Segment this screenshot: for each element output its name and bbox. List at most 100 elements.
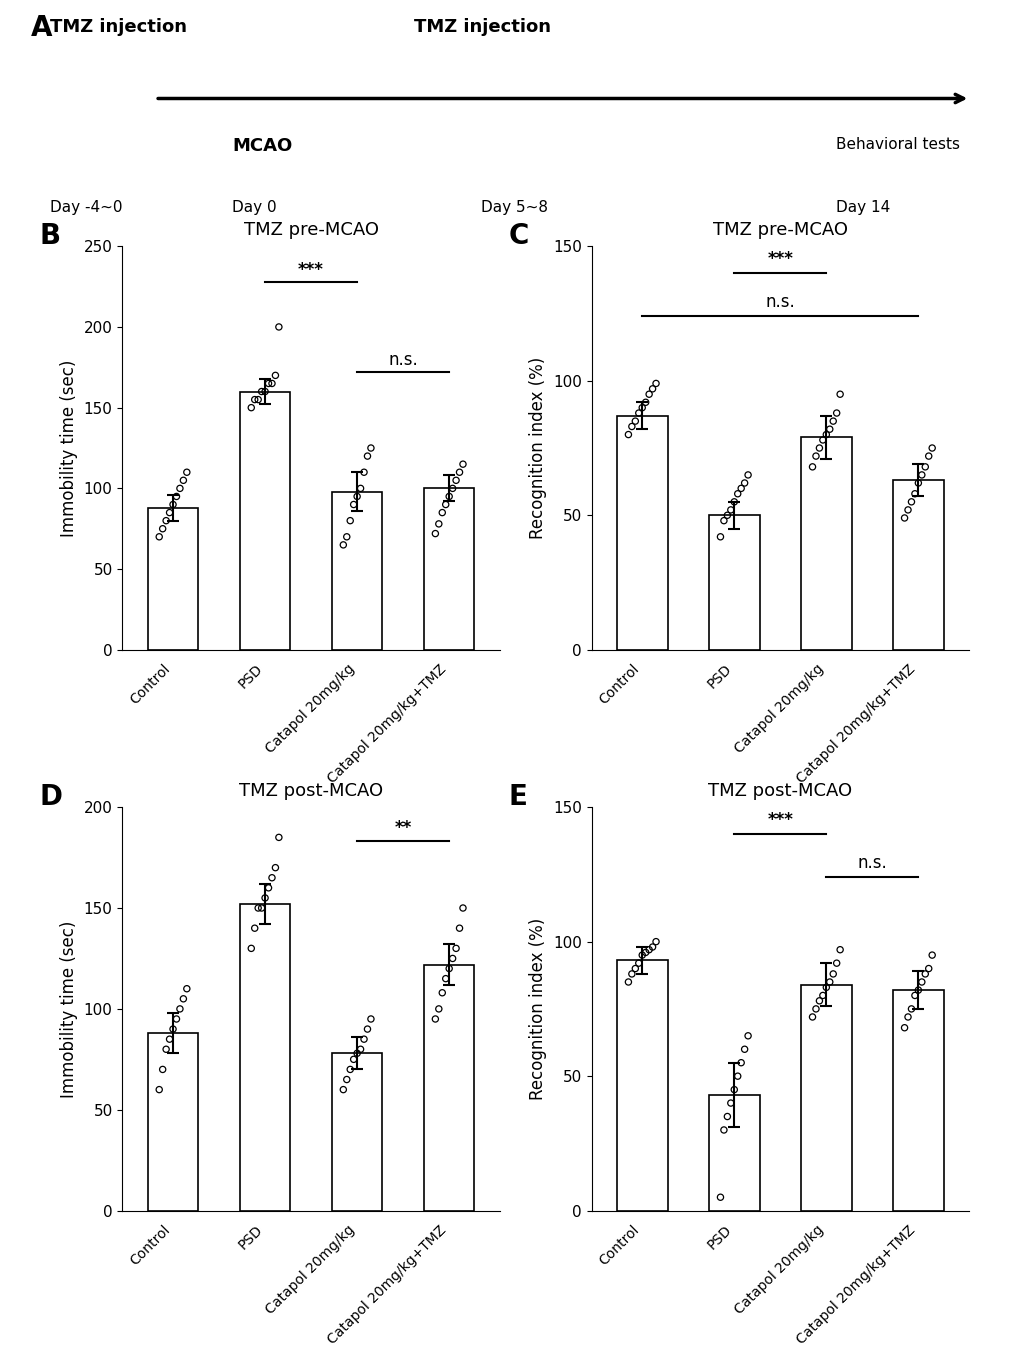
- Point: [341, 510, 358, 532]
- Point: [363, 1008, 379, 1030]
- Point: [923, 944, 940, 966]
- Y-axis label: Immobility time (sec): Immobility time (sec): [60, 360, 78, 536]
- Point: [832, 383, 848, 405]
- Point: [260, 877, 276, 899]
- Point: [733, 1052, 749, 1074]
- Point: [827, 402, 844, 424]
- Point: [627, 410, 643, 432]
- Text: n.s.: n.s.: [388, 352, 418, 369]
- Text: Control: Control: [127, 662, 173, 707]
- Point: [341, 1059, 358, 1081]
- Point: [243, 397, 259, 419]
- Point: [644, 378, 660, 399]
- Point: [247, 917, 263, 938]
- Point: [715, 1119, 732, 1141]
- Bar: [800, 985, 851, 1211]
- Point: [260, 372, 276, 394]
- Point: [920, 958, 936, 979]
- Point: [807, 999, 823, 1021]
- Point: [353, 477, 369, 499]
- Point: [243, 937, 259, 959]
- Point: [158, 510, 174, 532]
- Point: [640, 383, 656, 405]
- Point: [634, 944, 650, 966]
- Point: [620, 971, 636, 993]
- Text: Catapol 20mg/kg: Catapol 20mg/kg: [731, 662, 825, 757]
- Point: [899, 499, 915, 521]
- Text: ***: ***: [766, 811, 793, 829]
- Text: TMZ injection: TMZ injection: [414, 18, 550, 36]
- Point: [647, 930, 663, 952]
- Point: [168, 1008, 184, 1030]
- Bar: [800, 438, 851, 650]
- Point: [178, 978, 195, 1000]
- Text: TMZ injection: TMZ injection: [50, 18, 186, 36]
- Point: [161, 1029, 177, 1051]
- Point: [168, 486, 184, 508]
- Bar: [708, 1094, 759, 1211]
- Point: [903, 999, 919, 1021]
- Point: [338, 1068, 355, 1090]
- Point: [729, 483, 745, 505]
- Point: [253, 380, 269, 402]
- Point: [444, 948, 461, 970]
- Bar: [239, 391, 290, 650]
- Text: PSD: PSD: [704, 662, 734, 691]
- Point: [440, 958, 457, 979]
- Point: [356, 461, 372, 483]
- Point: [154, 1059, 170, 1081]
- Point: [913, 464, 929, 486]
- Point: [721, 499, 738, 521]
- Title: TMZ pre-MCAO: TMZ pre-MCAO: [244, 222, 378, 239]
- Bar: [893, 480, 943, 650]
- Point: [440, 486, 457, 508]
- Point: [909, 979, 925, 1001]
- Point: [171, 477, 187, 499]
- Point: [824, 410, 841, 432]
- Text: Catapol 20mg/kg+TMZ: Catapol 20mg/kg+TMZ: [794, 1223, 917, 1346]
- Point: [647, 372, 663, 394]
- Point: [158, 1038, 174, 1060]
- Point: [715, 510, 732, 532]
- Point: [264, 867, 280, 889]
- Text: Control: Control: [596, 1223, 642, 1268]
- Point: [454, 453, 471, 475]
- Point: [923, 438, 940, 460]
- Point: [165, 494, 181, 516]
- Point: [896, 508, 912, 529]
- Text: Behavioral tests: Behavioral tests: [836, 137, 959, 152]
- Bar: [616, 960, 666, 1211]
- Point: [270, 316, 286, 338]
- Point: [434, 502, 450, 524]
- Bar: [616, 416, 666, 650]
- Text: n.s.: n.s.: [764, 293, 795, 311]
- Text: Day 14: Day 14: [836, 200, 890, 215]
- Point: [916, 963, 932, 985]
- Point: [637, 391, 653, 413]
- Point: [257, 886, 273, 908]
- Point: [810, 438, 826, 460]
- Point: [437, 967, 453, 989]
- Point: [736, 1038, 752, 1060]
- Bar: [148, 1033, 198, 1211]
- Text: E: E: [508, 782, 527, 811]
- Point: [620, 424, 636, 446]
- Text: Catapol 20mg/kg+TMZ: Catapol 20mg/kg+TMZ: [325, 1223, 448, 1346]
- Point: [807, 445, 823, 466]
- Bar: [424, 964, 474, 1211]
- Point: [427, 523, 443, 544]
- Text: n.s.: n.s.: [857, 854, 887, 871]
- Point: [430, 513, 446, 535]
- Text: Control: Control: [596, 662, 642, 707]
- Point: [733, 477, 749, 499]
- Point: [250, 897, 266, 919]
- Bar: [148, 508, 198, 650]
- Point: [257, 380, 273, 402]
- Point: [739, 464, 755, 486]
- Point: [348, 1042, 365, 1064]
- Point: [726, 1078, 742, 1100]
- Point: [434, 982, 450, 1004]
- Point: [171, 999, 187, 1021]
- Point: [832, 938, 848, 960]
- Point: [909, 472, 925, 494]
